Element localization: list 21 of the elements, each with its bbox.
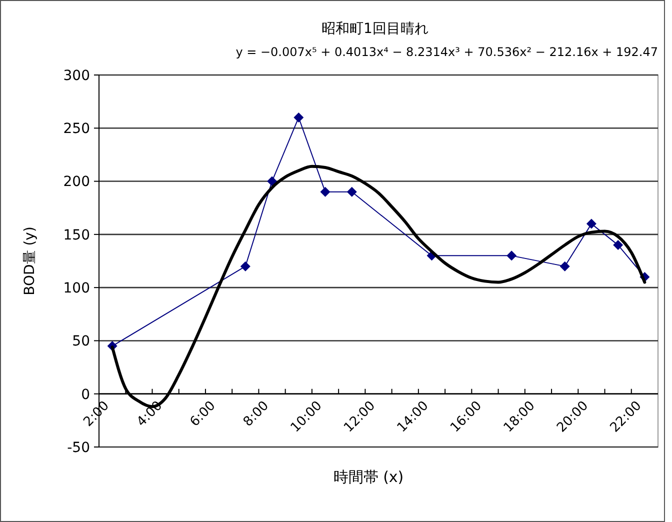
point [586, 218, 596, 229]
x-axis-title: 時間帯 (x) [333, 468, 404, 486]
y-tick-label: 200 [63, 174, 90, 190]
y-tick-label: 250 [63, 121, 90, 138]
text: y = −0.007x⁵ + 0.4013x⁴ − 8.2314x³ + 70.536x² − 212.16x + 192.47 [236, 45, 658, 59]
point [506, 250, 517, 261]
point [346, 186, 357, 197]
point [240, 261, 250, 272]
point [294, 112, 304, 123]
y-tick-label: 100 [63, 280, 90, 296]
y-tick-label: 50 [72, 334, 90, 350]
y-tick-label: 0 [81, 386, 90, 403]
point [320, 186, 330, 197]
y-tick-label: 300 [63, 68, 90, 84]
point [613, 240, 624, 250]
y-tick-label: 150 [63, 227, 90, 244]
y-tick-label: -50 [67, 440, 90, 456]
point [560, 261, 570, 272]
chart-title: 昭和町1回目晴れ [322, 21, 428, 37]
point [267, 176, 278, 186]
y-axis-title: BOD量 (y) [22, 226, 38, 296]
